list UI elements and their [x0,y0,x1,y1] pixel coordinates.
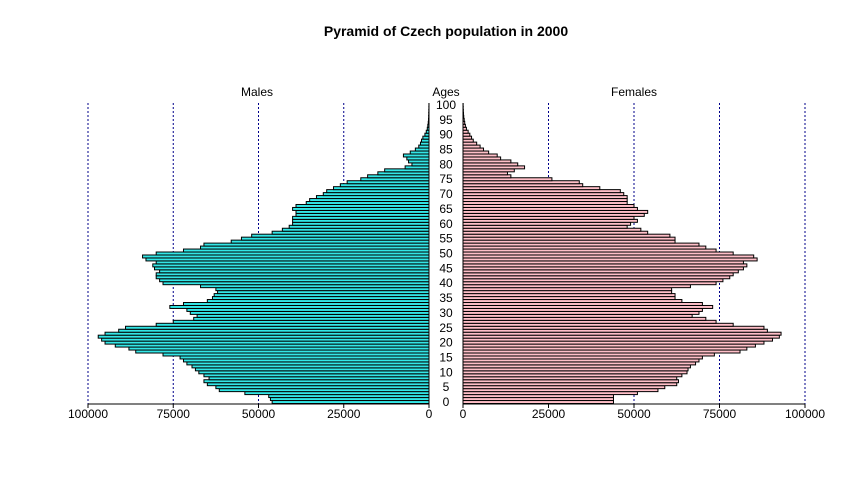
x-tick-label-right: 100000 [785,407,825,421]
age-tick-label: 90 [439,128,453,142]
age-tick-label: 40 [439,276,453,290]
x-tick-label-left: 100000 [68,407,108,421]
age-tick-label: 0 [443,395,450,409]
male-bars [97,103,430,404]
age-tick-label: 15 [439,350,453,364]
female-bars [462,103,782,404]
x-tick-label-right: 25000 [532,407,566,421]
age-tick-label: 10 [439,365,453,379]
age-tick-label: 80 [439,157,453,171]
x-tick-label-right: 75000 [703,407,737,421]
age-tick-label: 30 [439,306,453,320]
axes [87,403,806,408]
x-tick-label-right: 0 [460,407,467,421]
x-tick-label-left: 50000 [242,407,276,421]
age-tick-label: 75 [439,172,453,186]
age-tick-label: 25 [439,321,453,335]
age-tick-label: 45 [439,261,453,275]
x-tick-label-left: 0 [426,407,433,421]
age-tick-label: 60 [439,217,453,231]
age-tick-label: 70 [439,187,453,201]
age-tick-label: 50 [439,247,453,261]
age-tick-label: 95 [439,113,453,127]
ages-label: Ages [432,85,459,99]
x-tick-label-left: 25000 [327,407,361,421]
x-tick-label-right: 50000 [617,407,651,421]
age-tick-label: 55 [439,232,453,246]
age-tick-label: 35 [439,291,453,305]
x-tick-labels: 100000 75000 50000 25000 0 0 25000 50000 75000 10… [68,407,825,421]
age-tick-label: 85 [439,143,453,157]
age-tick-labels: 0510152025303540455055606570758085909510… [436,98,456,409]
chart-title: Pyramid of Czech population in 2000 [324,23,568,39]
age-tick-label: 100 [436,98,456,112]
males-label: Males [241,85,273,99]
age-tick-label: 5 [443,380,450,394]
age-tick-label: 65 [439,202,453,216]
x-tick-label-left: 75000 [157,407,191,421]
females-label: Females [611,85,657,99]
age-tick-label: 20 [439,336,453,350]
